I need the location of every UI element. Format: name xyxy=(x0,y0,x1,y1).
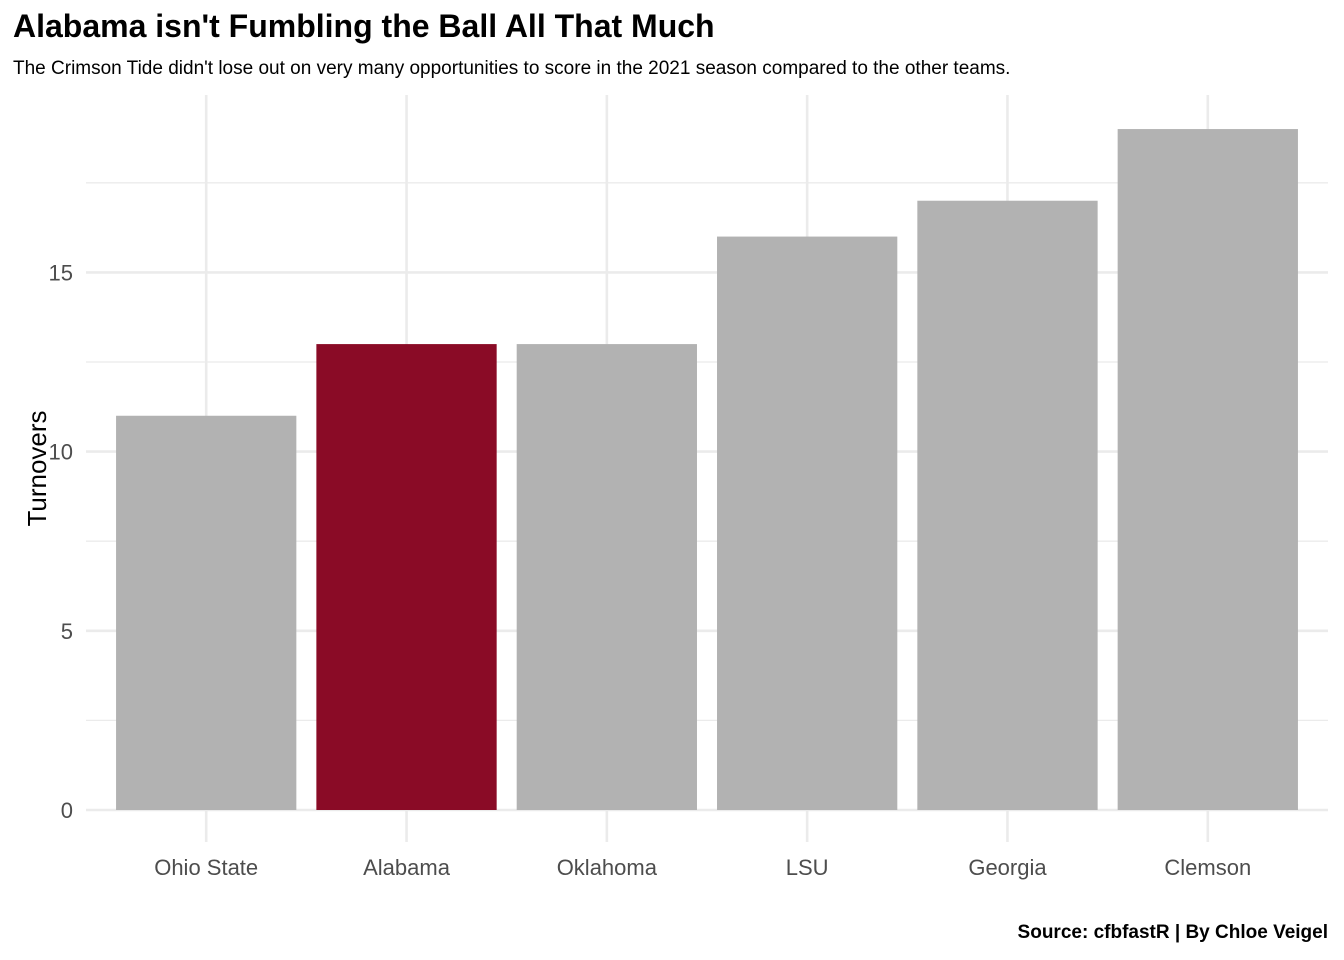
bar-georgia xyxy=(917,200,1098,811)
chart-subtitle: The Crimson Tide didn't lose out on very… xyxy=(13,58,1011,79)
bar-oklahoma xyxy=(516,344,697,810)
x-tick-label: LSU xyxy=(786,855,829,880)
bar-ohio-state xyxy=(116,415,297,810)
x-tick-label: Georgia xyxy=(968,855,1047,880)
y-tick-label: 5 xyxy=(61,619,73,644)
y-axis-title: Turnovers xyxy=(22,410,52,526)
bars xyxy=(116,129,1298,811)
y-tick-label: 10 xyxy=(49,440,73,465)
bar-lsu xyxy=(717,236,898,811)
y-tick-label: 15 xyxy=(49,260,73,285)
x-tick-label: Clemson xyxy=(1164,855,1251,880)
bar-clemson xyxy=(1117,129,1298,811)
x-tick-label: Oklahoma xyxy=(557,855,658,880)
bar-alabama xyxy=(316,344,497,810)
x-tick-label: Ohio State xyxy=(154,855,258,880)
axes: 0 5 10 15 Ohio State Alabama Oklahoma LSU Georgi… xyxy=(22,260,1251,880)
y-tick-label: 0 xyxy=(61,798,73,823)
chart-caption: Source: cfbfastR | By Chloe Veigel xyxy=(1017,922,1328,943)
chart-title: Alabama isn't Fumbling the Ball All That… xyxy=(13,8,715,44)
x-tick-label: Alabama xyxy=(363,855,451,880)
